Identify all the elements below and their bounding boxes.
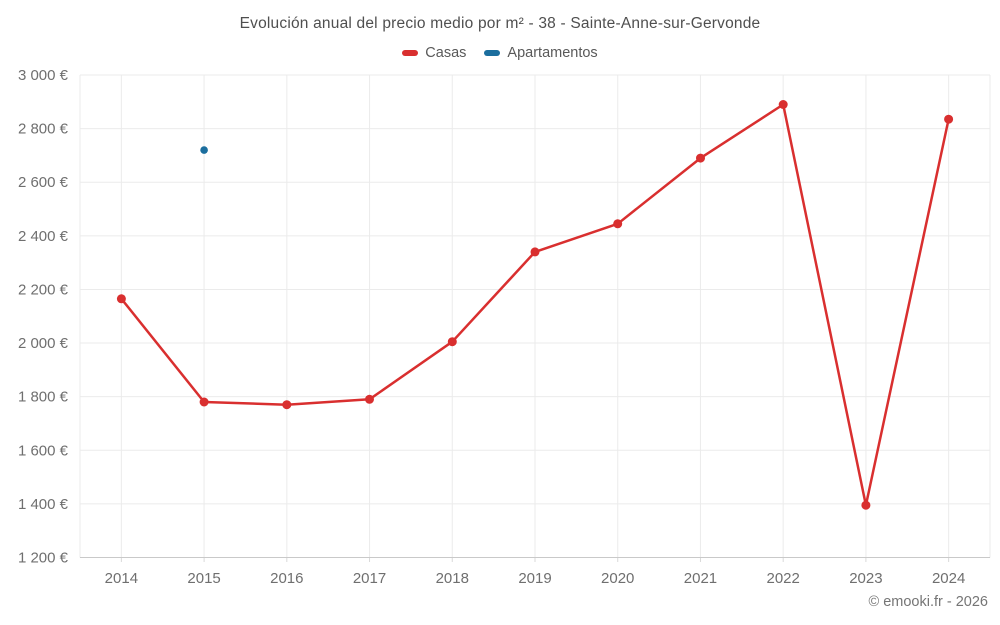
tick-label: 2016 [270,570,303,587]
tick-label: 1 400 € [18,496,69,513]
data-point-casas-2020[interactable] [613,219,623,229]
tick-label: 2015 [187,570,220,587]
data-point-casas-2024[interactable] [944,114,954,124]
tick-label: 1 200 € [18,550,69,567]
legend-label-casas: Casas [425,45,467,61]
data-point-casas-2015[interactable] [199,397,209,407]
data-point-casas-2016[interactable] [282,400,292,410]
data-point-casas-2023[interactable] [861,500,871,510]
chart-title: Evolución anual del precio medio por m² … [239,15,761,32]
legend-label-apartamentos: Apartamentos [507,45,598,61]
casas-swatch-icon [402,50,419,56]
tick-label: 2 800 € [18,121,69,138]
tick-label: 2014 [105,570,138,587]
data-point-casas-2017[interactable] [365,394,374,404]
data-point-casas-2021[interactable] [696,153,705,163]
tick-label: 2 000 € [18,335,69,352]
tick-label: 2 200 € [18,281,69,298]
tick-label: 2023 [849,570,882,587]
data-point-casas-2022[interactable] [778,100,788,109]
tick-label: 3 000 € [18,67,69,84]
tick-label: 2017 [353,570,386,587]
data-point-casas-2018[interactable] [447,337,457,347]
tick-label: 2024 [932,570,965,587]
data-point-casas-2014[interactable] [116,294,126,304]
apartamentos-swatch-icon [484,50,501,56]
copyright-credit: © emooki.fr - 2026 [868,594,988,610]
tick-label: 2021 [684,570,717,587]
tick-label: 2 600 € [18,174,69,191]
data-point-apartamentos-2015[interactable] [200,146,208,154]
legend-item-apartamentos[interactable]: Apartamentos [484,45,598,61]
tick-label: 2018 [436,570,469,587]
legend-item-casas[interactable]: Casas [402,45,466,61]
tick-label: 1 600 € [18,442,69,459]
chart-legend: Casas Apartamentos [0,45,1000,61]
tick-label: 2019 [518,570,551,587]
tick-label: 2022 [766,570,799,587]
tick-label: 2 400 € [18,228,69,245]
tick-label: 2020 [601,570,634,587]
tick-label: 1 800 € [18,389,69,406]
data-point-casas-2019[interactable] [530,247,540,257]
